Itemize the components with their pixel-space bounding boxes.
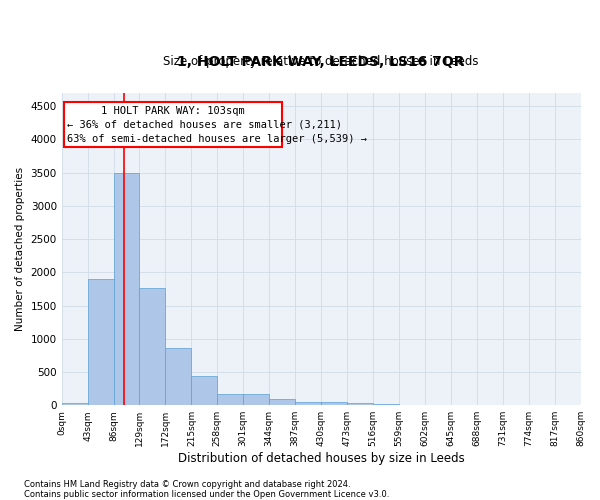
Bar — [113, 174, 139, 405]
Bar — [295, 402, 321, 405]
Bar — [166, 348, 191, 405]
Bar — [62, 403, 88, 405]
Bar — [139, 288, 166, 405]
Bar — [269, 399, 295, 405]
Text: 1, HOLT PARK WAY, LEEDS, LS16 7QR: 1, HOLT PARK WAY, LEEDS, LS16 7QR — [178, 56, 465, 70]
Bar — [88, 279, 113, 405]
Bar — [243, 394, 269, 405]
Y-axis label: Number of detached properties: Number of detached properties — [15, 167, 25, 331]
Text: 1 HOLT PARK WAY: 103sqm: 1 HOLT PARK WAY: 103sqm — [101, 106, 245, 116]
Text: Contains public sector information licensed under the Open Government Licence v3: Contains public sector information licen… — [24, 490, 389, 499]
Bar — [347, 403, 373, 405]
Bar — [373, 404, 399, 405]
Bar — [321, 402, 347, 405]
Text: 63% of semi-detached houses are larger (5,539) →: 63% of semi-detached houses are larger (… — [67, 134, 367, 144]
Bar — [191, 376, 217, 405]
FancyBboxPatch shape — [64, 102, 281, 148]
Text: Contains HM Land Registry data © Crown copyright and database right 2024.: Contains HM Land Registry data © Crown c… — [24, 480, 350, 489]
Title: Size of property relative to detached houses in Leeds: Size of property relative to detached ho… — [163, 55, 479, 68]
Text: ← 36% of detached houses are smaller (3,211): ← 36% of detached houses are smaller (3,… — [67, 120, 342, 130]
Bar — [217, 394, 243, 405]
X-axis label: Distribution of detached houses by size in Leeds: Distribution of detached houses by size … — [178, 452, 464, 465]
